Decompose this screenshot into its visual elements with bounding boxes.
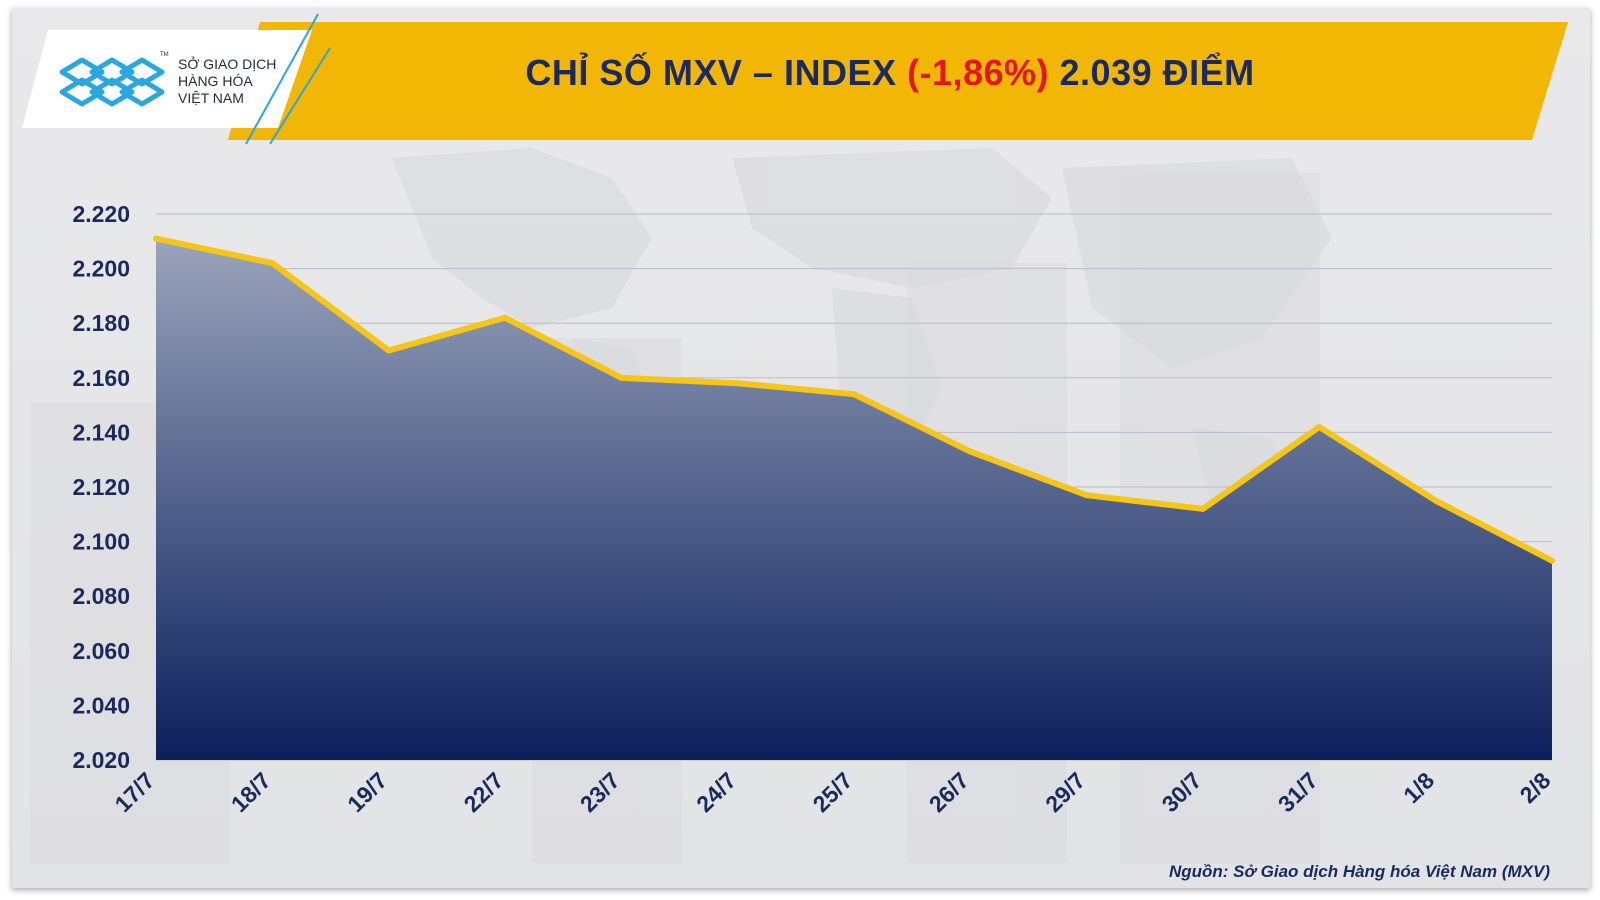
y-tick-label: 2.140 xyxy=(72,419,130,445)
x-tick-label: 26/7 xyxy=(924,767,974,817)
logo-line-1: SỞ GIAO DỊCH xyxy=(178,56,277,72)
title-prefix: CHỈ SỐ MXV – INDEX xyxy=(525,52,907,93)
data-point xyxy=(851,391,857,398)
data-point xyxy=(153,235,159,242)
data-point xyxy=(269,260,276,267)
area-fill xyxy=(156,238,1552,760)
x-tick-label: 19/7 xyxy=(342,767,392,817)
data-point xyxy=(502,314,508,321)
data-point xyxy=(618,374,625,381)
x-tick-label: 29/7 xyxy=(1040,767,1090,817)
data-point xyxy=(1432,497,1439,504)
y-tick-label: 2.100 xyxy=(72,529,130,555)
x-tick-label: 25/7 xyxy=(807,767,857,817)
logo-line-3: VIỆT NAM xyxy=(178,90,244,106)
x-tick-label: 30/7 xyxy=(1156,767,1206,817)
x-tick-label: 2/8 xyxy=(1515,767,1556,808)
area-chart: 2.220 2.200 2.180 2.160 2.140 2.120 2.100 2.080… xyxy=(72,201,1556,817)
data-point xyxy=(1200,505,1206,512)
data-point xyxy=(967,448,974,455)
y-tick-label: 2.120 xyxy=(72,474,130,500)
y-tick-label: 2.200 xyxy=(72,256,130,282)
data-point xyxy=(1316,423,1323,430)
x-tick-label: 18/7 xyxy=(226,767,276,817)
logo-line-2: HÀNG HÓA xyxy=(178,73,253,89)
y-tick-label: 2.060 xyxy=(72,638,130,664)
y-tick-label: 2.080 xyxy=(72,583,130,609)
x-tick-label: 22/7 xyxy=(458,767,508,817)
y-tick-label: 2.180 xyxy=(72,310,130,336)
x-tick-label: 31/7 xyxy=(1273,767,1323,817)
data-point xyxy=(1083,492,1090,499)
title-suffix: 2.039 ĐIỂM xyxy=(1049,52,1255,93)
mxv-logo-icon: TM xyxy=(59,52,169,107)
data-point xyxy=(385,347,392,354)
chart-title: CHỈ SỐ MXV – INDEX (-1,86%) 2.039 ĐIỂM xyxy=(380,52,1400,94)
y-tick-label: 2.040 xyxy=(72,692,130,718)
x-tick-label: 17/7 xyxy=(109,767,159,817)
data-point xyxy=(1549,557,1555,564)
header-banner xyxy=(22,13,1568,145)
logo-tm: TM xyxy=(160,52,169,58)
y-tick-label: 2.220 xyxy=(72,201,130,227)
source-note: Nguồn: Sở Giao dịch Hàng hóa Việt Nam (M… xyxy=(1168,862,1550,881)
title-change: (-1,86%) xyxy=(906,52,1050,93)
x-tick-label: 24/7 xyxy=(691,767,741,817)
y-tick-label: 2.020 xyxy=(72,747,130,773)
data-point xyxy=(734,380,741,387)
y-tick-label: 2.160 xyxy=(72,365,130,391)
logo-text: SỞ GIAO DỊCH HÀNG HÓA VIỆT NAM xyxy=(178,56,276,107)
x-tick-label: 23/7 xyxy=(575,767,625,817)
x-tick-label: 1/8 xyxy=(1398,767,1439,808)
